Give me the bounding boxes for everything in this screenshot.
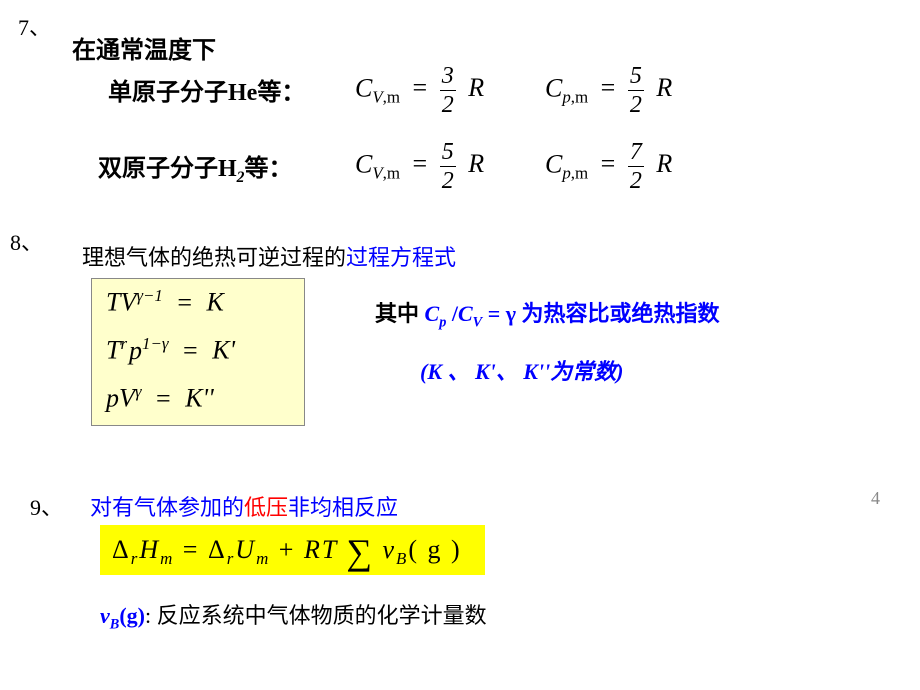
- label-pre: 双原子分子: [98, 156, 218, 182]
- m: ,m: [383, 164, 400, 183]
- U: U: [235, 535, 256, 564]
- frac-3-2: 32: [440, 64, 456, 117]
- eq: =: [177, 288, 192, 317]
- eqg: = γ: [482, 301, 521, 326]
- RT: RT: [304, 535, 338, 564]
- m: ,m: [383, 88, 400, 107]
- H: H: [139, 535, 160, 564]
- vb: ν: [100, 603, 110, 628]
- label-post: 等：: [244, 156, 292, 182]
- red: 低压: [244, 495, 288, 520]
- g: (g): [119, 603, 145, 628]
- r2: r: [227, 549, 236, 568]
- colon: :: [145, 603, 157, 628]
- m1: m: [160, 549, 174, 568]
- slash: /: [446, 301, 458, 326]
- eq-adiabatic-1: TVγ−1 = K: [106, 286, 224, 318]
- p: p: [562, 164, 570, 183]
- cv: C: [458, 301, 473, 326]
- t-pre: 理想气体的绝热可逆过程的: [82, 245, 346, 270]
- d1: Δ: [112, 535, 131, 564]
- B: B: [396, 549, 408, 568]
- eq-mono-cp: Cp,m = 52 R: [545, 64, 672, 117]
- eq: =: [413, 149, 428, 178]
- g: ( g ): [408, 535, 461, 564]
- eq: =: [413, 73, 428, 102]
- text: 反应系统中气体物质的化学计量数: [157, 603, 487, 628]
- t-blue: 过程方程式: [346, 245, 456, 270]
- item-8-title: 理想气体的绝热可逆过程的过程方程式: [82, 240, 456, 272]
- frac-7-2: 72: [628, 140, 644, 193]
- T: T: [106, 288, 120, 317]
- C: C: [545, 149, 562, 178]
- V: V: [120, 288, 136, 317]
- m: ,m: [571, 164, 588, 183]
- r: r: [120, 334, 127, 353]
- R: R: [468, 149, 484, 178]
- frac-5-2: 52: [628, 64, 644, 117]
- plus: +: [270, 535, 304, 564]
- K: K': [212, 336, 235, 365]
- p: p: [106, 384, 119, 413]
- m2: m: [256, 549, 270, 568]
- V: V: [372, 164, 382, 183]
- post: 为热容比或绝热指数: [522, 301, 720, 326]
- label-sym: He: [228, 80, 257, 106]
- frac-5-2: 52: [440, 140, 456, 193]
- item-7-number: 7、: [18, 10, 51, 42]
- C: C: [355, 149, 372, 178]
- label-pre: 单原子分子: [108, 80, 228, 106]
- p: p: [562, 88, 570, 107]
- exp: γ−1: [136, 286, 163, 305]
- C: C: [545, 73, 562, 102]
- p2: 非均相反应: [288, 495, 398, 520]
- eq: =: [156, 384, 171, 413]
- p1: 对有气体参加的: [90, 495, 244, 520]
- R: R: [656, 73, 672, 102]
- v: ν: [382, 535, 396, 564]
- T: T: [106, 336, 120, 365]
- eq-enthalpy: ΔrHm = ΔrUm + RT ∑ νB( g ): [112, 534, 462, 570]
- eq-adiabatic-2: Trp1−γ = K': [106, 334, 235, 366]
- item-8-note2: (K 、 K'、 K''为常数): [420, 354, 624, 386]
- C: C: [355, 73, 372, 102]
- K: K'': [185, 384, 213, 413]
- sum-icon: ∑: [346, 534, 374, 570]
- item-7-mono-label: 单原子分子He等：: [108, 72, 305, 107]
- item-9-title: 对有气体参加的低压非均相反应: [90, 490, 398, 522]
- eq: =: [601, 73, 616, 102]
- item-9-number: 9、: [30, 490, 63, 522]
- eq-di-cp: Cp,m = 72 R: [545, 140, 672, 193]
- item-9-note: νB(g): 反应系统中气体物质的化学计量数: [100, 598, 487, 633]
- v: V: [473, 314, 483, 330]
- V: V: [119, 384, 135, 413]
- label-sym: H: [218, 156, 237, 182]
- K: K: [207, 288, 224, 317]
- item-7-line1: 在通常温度下: [72, 30, 216, 65]
- eq: =: [174, 535, 208, 564]
- eq-adiabatic-3: pVγ = K'': [106, 382, 214, 414]
- page-number: 4: [871, 488, 880, 509]
- eq: =: [183, 336, 198, 365]
- B: B: [110, 616, 120, 632]
- p: p: [129, 336, 142, 365]
- m: ,m: [571, 88, 588, 107]
- V: V: [372, 88, 382, 107]
- item-7-di-label: 双原子分子H2等：: [98, 148, 292, 187]
- R: R: [656, 149, 672, 178]
- item-8-note1: 其中 Cp /CV = γ 为热容比或绝热指数: [375, 296, 720, 331]
- eq-mono-cv: CV,m = 32 R: [355, 64, 484, 117]
- R: R: [468, 73, 484, 102]
- eq: =: [601, 149, 616, 178]
- item-8-number: 8、: [10, 225, 43, 257]
- pre: 其中: [375, 301, 425, 326]
- cp: C: [425, 301, 440, 326]
- exp: 1−γ: [142, 334, 169, 353]
- eq-di-cv: CV,m = 52 R: [355, 140, 484, 193]
- exp: γ: [135, 382, 142, 401]
- d2: Δ: [208, 535, 227, 564]
- label-post: 等：: [257, 80, 305, 106]
